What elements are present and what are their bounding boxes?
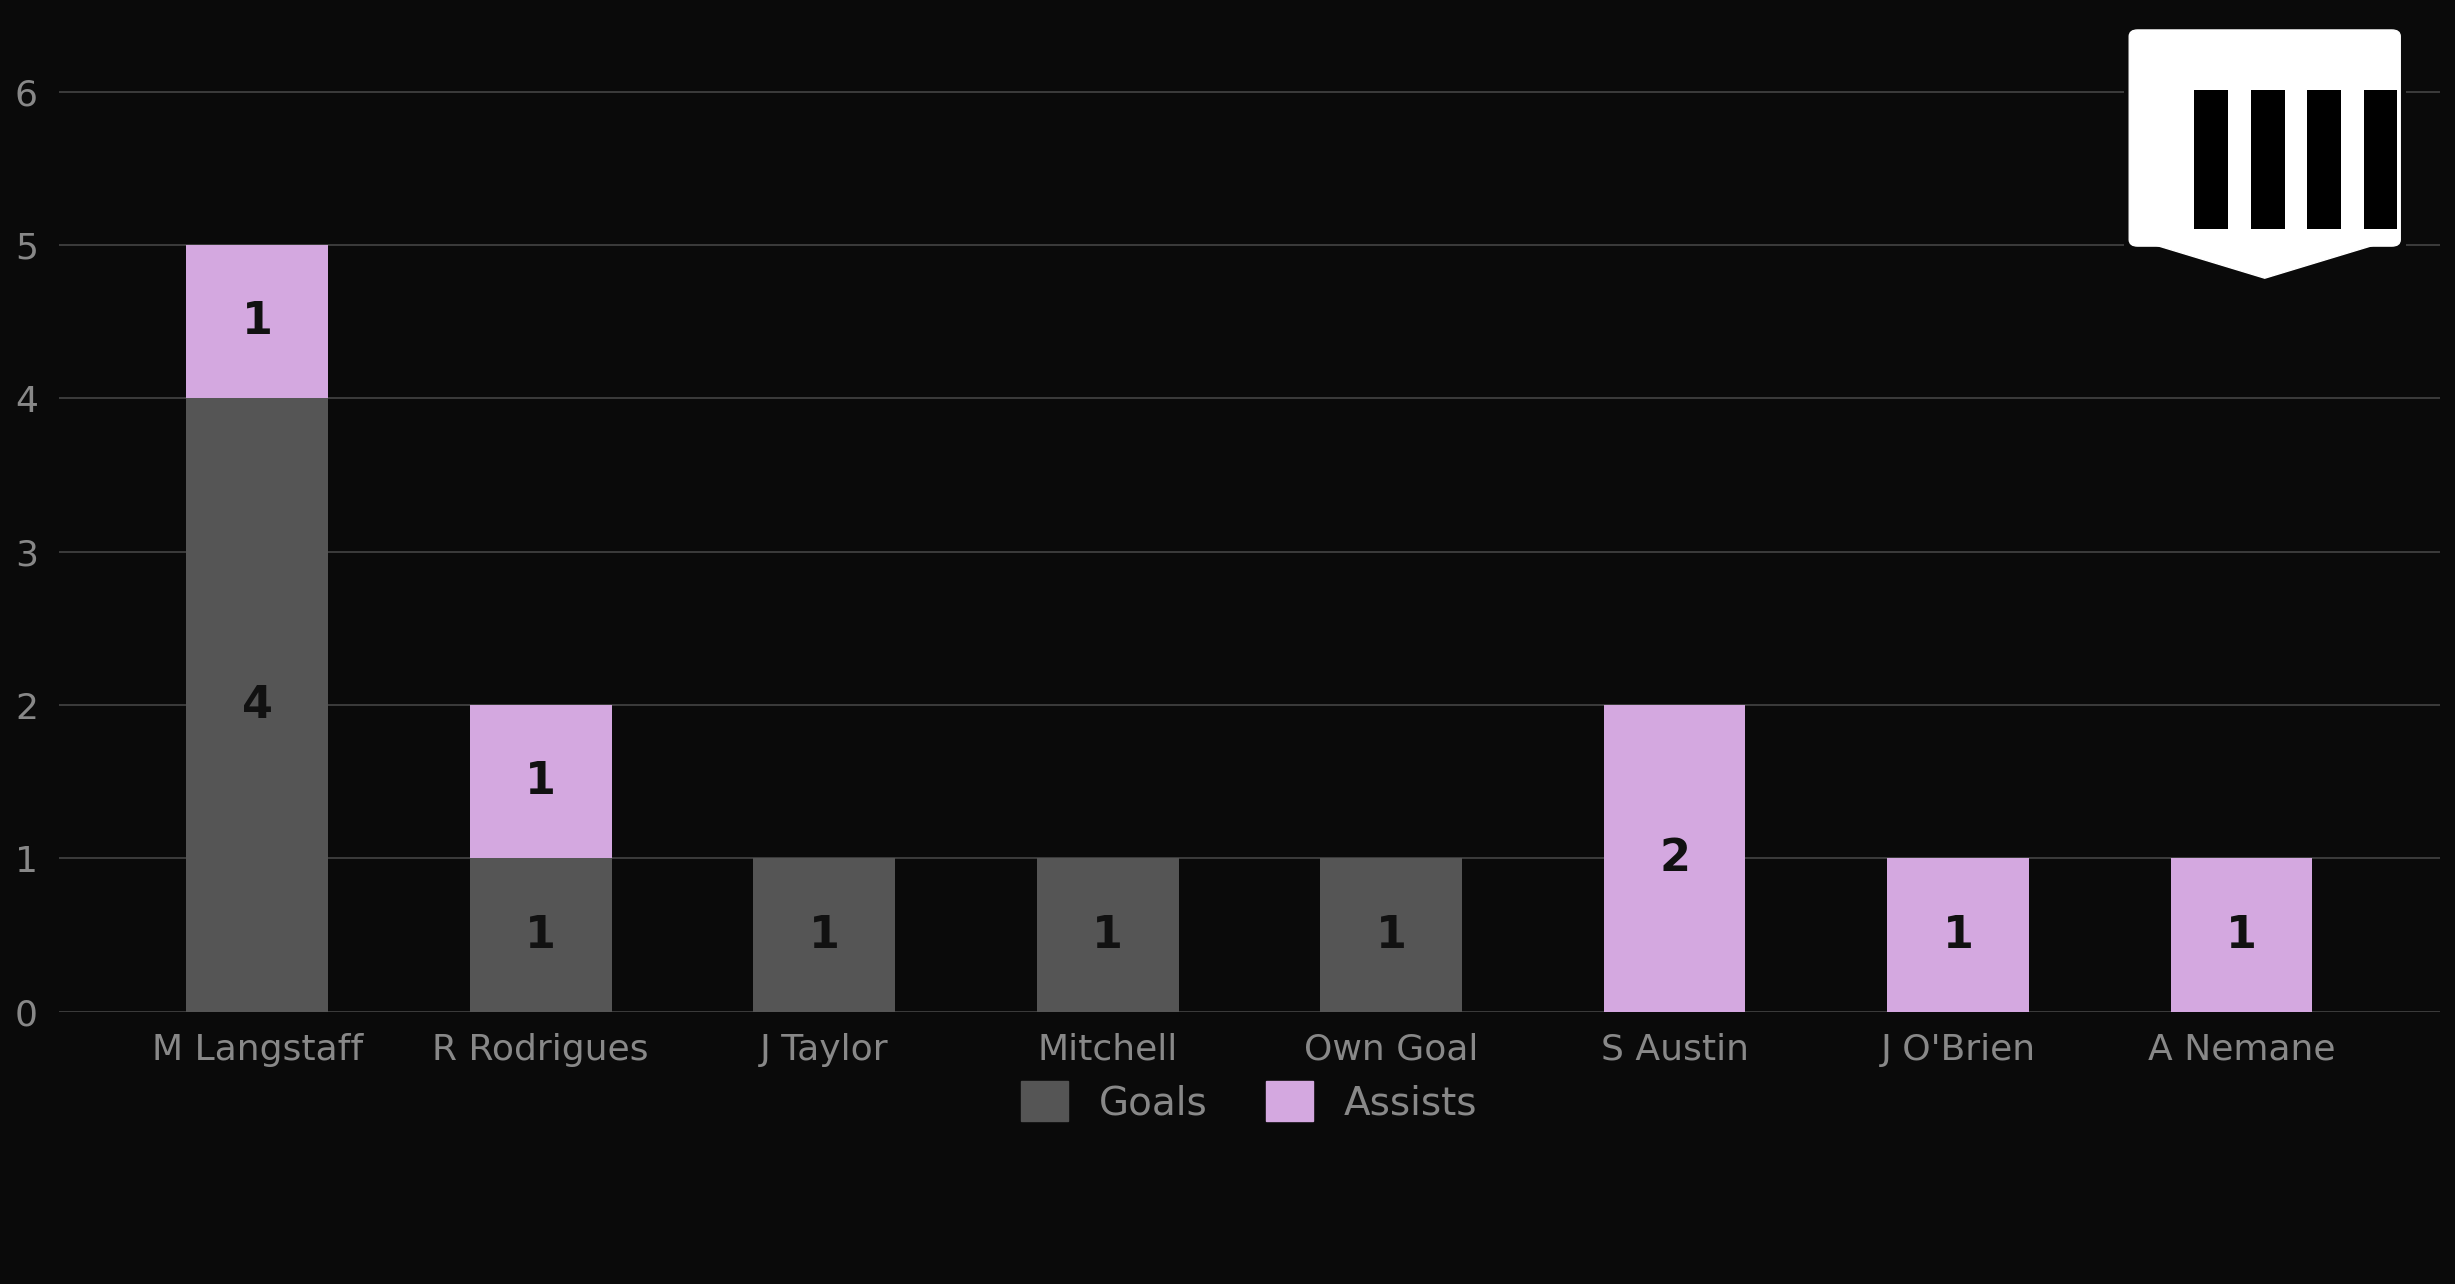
Polygon shape <box>2138 240 2391 279</box>
Text: 1: 1 <box>808 914 840 957</box>
Text: 4: 4 <box>241 683 273 727</box>
Bar <box>754 859 896 1012</box>
Bar <box>2308 90 2342 229</box>
Bar <box>1036 859 1178 1012</box>
Bar <box>2195 90 2229 229</box>
Text: 1: 1 <box>241 300 273 343</box>
Bar <box>1888 859 2028 1012</box>
Bar <box>187 398 329 1012</box>
Bar <box>2364 90 2399 229</box>
Bar <box>1603 705 1746 1012</box>
Bar <box>1321 859 1463 1012</box>
Text: 1: 1 <box>525 760 557 804</box>
Legend: Goals, Assists: Goals, Assists <box>1002 1062 1498 1141</box>
Text: 1: 1 <box>1092 914 1124 957</box>
Bar <box>469 859 611 1012</box>
Bar <box>2251 90 2286 229</box>
Bar <box>2170 859 2313 1012</box>
Text: NOTTS COUNTY STATS: NOTTS COUNTY STATS <box>2219 51 2310 58</box>
Text: 1: 1 <box>2227 914 2256 957</box>
Text: 1: 1 <box>525 914 557 957</box>
Bar <box>187 245 329 398</box>
Bar <box>469 705 611 859</box>
Text: 1: 1 <box>1942 914 1974 957</box>
FancyBboxPatch shape <box>2128 30 2401 247</box>
Text: 2: 2 <box>1660 837 1689 880</box>
Text: 1: 1 <box>1375 914 1407 957</box>
